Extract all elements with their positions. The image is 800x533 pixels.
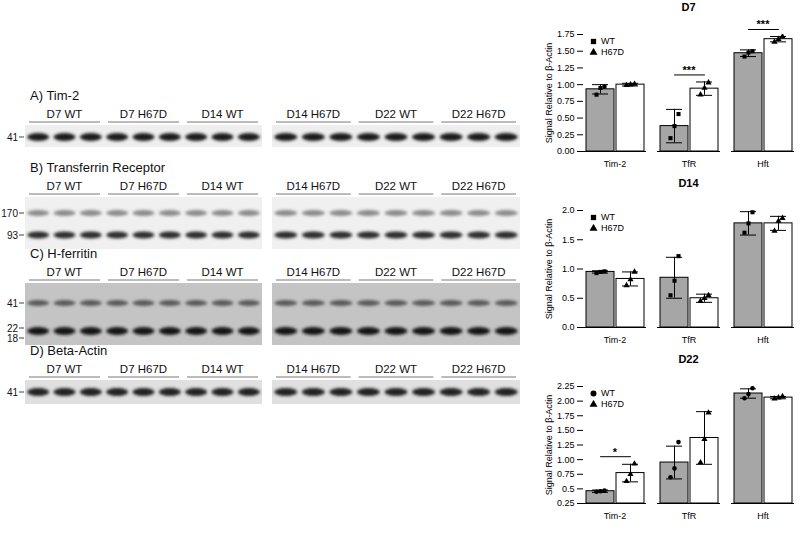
svg-text:D14 H67D: D14 H67D: [286, 108, 340, 120]
svg-text:1.00: 1.00: [557, 80, 575, 90]
svg-text:Signal Relative to β-Actin: Signal Relative to β-Actin: [544, 43, 554, 144]
html-text:WT: WT: [601, 388, 615, 398]
svg-text:D14 WT: D14 WT: [201, 108, 243, 120]
svg-text:41: 41: [7, 298, 19, 309]
html-text:WT: WT: [601, 212, 615, 222]
svg-text:TfR: TfR: [682, 335, 697, 345]
svg-text:D14 H67D: D14 H67D: [286, 266, 340, 278]
svg-text:0.50: 0.50: [557, 113, 575, 123]
svg-text:41: 41: [7, 387, 19, 398]
svg-text:D14 WT: D14 WT: [201, 363, 243, 375]
html-text:WT: WT: [601, 36, 615, 46]
svg-text:D7 H67D: D7 H67D: [120, 363, 167, 375]
svg-text:D14 H67D: D14 H67D: [286, 180, 340, 192]
svg-text:C) H-ferritin: C) H-ferritin: [30, 246, 97, 261]
svg-text:D7 H67D: D7 H67D: [120, 180, 167, 192]
svg-text:0.25: 0.25: [557, 498, 575, 508]
svg-text:Hft: Hft: [757, 511, 769, 521]
svg-text:1.5: 1.5: [562, 235, 575, 245]
svg-text:*: *: [613, 446, 618, 458]
svg-text:Hft: Hft: [757, 335, 769, 345]
svg-text:1.50: 1.50: [557, 46, 575, 56]
svg-text:Signal Relative to β-Actin: Signal Relative to β-Actin: [544, 219, 554, 320]
svg-text:0.5: 0.5: [562, 484, 575, 494]
html-text:H67D: H67D: [601, 399, 624, 409]
svg-text:B) Transferrin Receptor: B) Transferrin Receptor: [30, 160, 166, 175]
svg-text:D22 WT: D22 WT: [375, 363, 417, 375]
svg-text:0.75: 0.75: [557, 469, 575, 479]
svg-text:0.75: 0.75: [557, 96, 575, 106]
svg-text:Tim-2: Tim-2: [604, 511, 627, 521]
svg-text:D22 H67D: D22 H67D: [452, 180, 506, 192]
svg-text:D7 WT: D7 WT: [47, 180, 83, 192]
svg-text:D7 H67D: D7 H67D: [120, 108, 167, 120]
svg-text:Signal Relative to β-Actin: Signal Relative to β-Actin: [544, 395, 554, 496]
svg-text:0.5: 0.5: [562, 293, 575, 303]
svg-text:D14 WT: D14 WT: [201, 180, 243, 192]
svg-text:0.00: 0.00: [557, 146, 575, 156]
html-text:H67D: H67D: [601, 47, 624, 57]
html-text:D22: D22: [678, 353, 699, 365]
svg-text:D22 H67D: D22 H67D: [452, 363, 506, 375]
svg-text:170: 170: [1, 208, 18, 219]
svg-text:1.75: 1.75: [557, 29, 575, 39]
svg-text:1.25: 1.25: [557, 63, 575, 73]
html-text:H67D: H67D: [601, 223, 624, 233]
svg-text:1.50: 1.50: [557, 425, 575, 435]
svg-text:1.0: 1.0: [562, 264, 575, 274]
svg-text:***: ***: [683, 64, 697, 76]
svg-text:Hft: Hft: [757, 159, 769, 169]
svg-text:D14 H67D: D14 H67D: [286, 363, 340, 375]
svg-text:D22 WT: D22 WT: [375, 108, 417, 120]
svg-text:93: 93: [7, 230, 19, 241]
svg-text:0.0: 0.0: [562, 322, 575, 332]
svg-text:41: 41: [7, 132, 19, 143]
svg-text:D7 WT: D7 WT: [47, 266, 83, 278]
svg-text:D7 WT: D7 WT: [47, 363, 83, 375]
svg-text:22: 22: [6, 322, 18, 334]
svg-text:1.00: 1.00: [557, 455, 575, 465]
svg-text:TfR: TfR: [682, 511, 697, 521]
svg-text:2.0: 2.0: [562, 205, 575, 215]
svg-text:1.25: 1.25: [557, 440, 575, 450]
html-text:D14: D14: [678, 177, 699, 189]
svg-text:A) Tim-2: A) Tim-2: [30, 88, 79, 103]
svg-text:0.25: 0.25: [557, 130, 575, 140]
svg-text:Tim-2: Tim-2: [604, 335, 627, 345]
svg-text:D22 H67D: D22 H67D: [452, 266, 506, 278]
html-text:D7: D7: [681, 1, 696, 13]
svg-text:D7 WT: D7 WT: [47, 108, 83, 120]
svg-text:D22 WT: D22 WT: [375, 180, 417, 192]
svg-text:Tim-2: Tim-2: [604, 159, 627, 169]
svg-text:TfR: TfR: [682, 159, 697, 169]
svg-text:D7 H67D: D7 H67D: [120, 266, 167, 278]
svg-text:D22 WT: D22 WT: [375, 266, 417, 278]
svg-text:D14 WT: D14 WT: [201, 266, 243, 278]
svg-text:D) Beta-Actin: D) Beta-Actin: [30, 343, 107, 358]
svg-text:2.00: 2.00: [557, 396, 575, 406]
svg-text:2.25: 2.25: [557, 381, 575, 391]
svg-text:18: 18: [7, 333, 19, 344]
svg-text:***: ***: [757, 18, 771, 30]
svg-text:1.75: 1.75: [557, 411, 575, 421]
svg-text:D22 H67D: D22 H67D: [452, 108, 506, 120]
